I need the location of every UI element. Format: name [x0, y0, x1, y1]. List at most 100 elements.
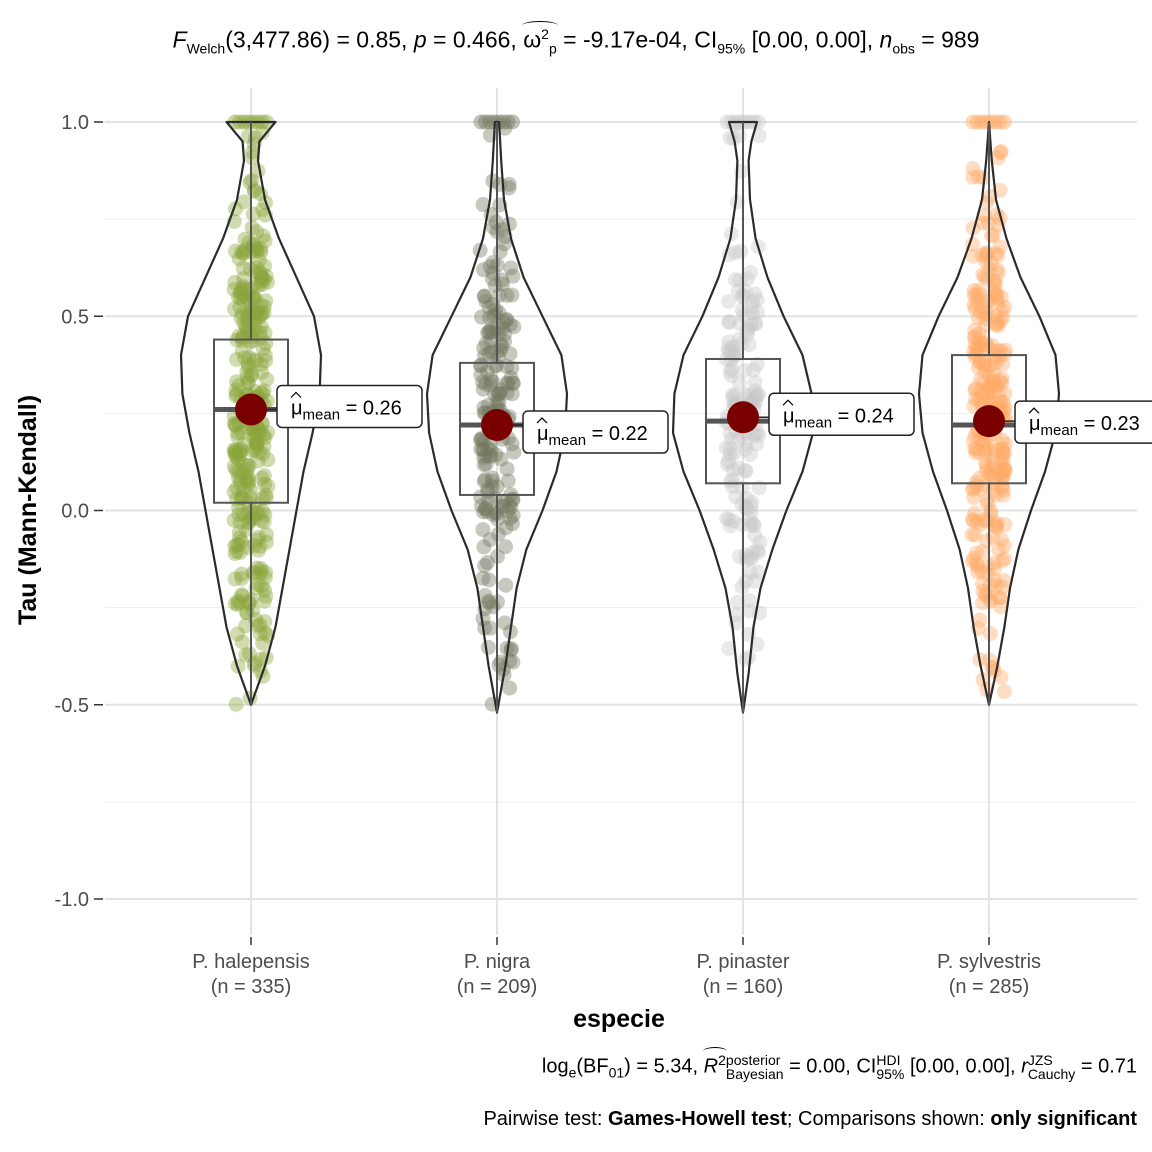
data-point: [235, 246, 251, 262]
data-point: [505, 375, 521, 391]
y-tick-label: 0.5: [61, 306, 89, 328]
data-point: [978, 458, 994, 474]
data-point: [742, 603, 758, 619]
data-point: [975, 583, 991, 599]
data-point: [238, 647, 254, 663]
data-point: [475, 441, 491, 457]
data-point: [491, 657, 507, 673]
data-point: [473, 367, 489, 383]
f-subscript: Welch: [186, 40, 226, 57]
data-point: [475, 504, 491, 520]
data-point: [240, 474, 256, 490]
data-point: [966, 490, 982, 506]
data-point: [966, 480, 982, 496]
data-point: [254, 306, 270, 322]
data-point: [482, 377, 498, 393]
data-point: [988, 520, 1004, 536]
data-point: [254, 470, 270, 486]
data-point: [257, 507, 273, 523]
data-point: [229, 491, 245, 507]
data-point: [484, 473, 500, 489]
data-point: [970, 114, 985, 130]
data-point: [741, 388, 757, 404]
data-point: [993, 289, 1009, 305]
data-point: [732, 375, 748, 391]
data-point: [981, 386, 997, 402]
data-point: [234, 343, 250, 359]
data-point: [983, 467, 999, 483]
data-point: [982, 593, 998, 609]
f-args: (3,477.86) = 0.85,: [225, 26, 414, 53]
data-point: [479, 504, 495, 520]
data-point: [989, 515, 1005, 531]
data-point: [485, 308, 501, 324]
data-point: [487, 277, 503, 293]
data-point: [253, 424, 269, 440]
data-point: [483, 321, 499, 337]
data-point: [499, 287, 515, 303]
data-point: [505, 654, 521, 670]
data-point: [226, 512, 242, 528]
data-point: [475, 374, 491, 390]
data-point: [976, 358, 992, 374]
data-point: [497, 229, 513, 245]
data-point: [997, 445, 1013, 461]
data-point: [983, 503, 999, 519]
data-point: [257, 233, 273, 249]
data-point: [477, 558, 493, 574]
data-point: [259, 371, 275, 387]
data-point: [965, 169, 981, 185]
data-point: [235, 260, 251, 276]
data-point: [744, 305, 760, 321]
data-point: [256, 299, 272, 315]
data-point: [982, 466, 998, 482]
ci-subscript: 95%: [717, 40, 746, 57]
data-point: [491, 305, 507, 321]
data-point: [741, 649, 757, 665]
data-point: [232, 472, 248, 488]
data-point: [235, 456, 251, 472]
data-point: [975, 215, 991, 231]
data-point: [968, 445, 984, 461]
data-point: [249, 240, 265, 256]
data-point: [252, 617, 268, 633]
data-point: [241, 514, 257, 530]
data-point: [975, 595, 991, 611]
bayes-caption: loge(BF01) = 5.34, R2posterior Bayesian =…: [541, 1047, 1137, 1082]
data-point: [968, 474, 984, 490]
data-point: [982, 626, 998, 642]
data-point: [231, 251, 247, 267]
data-point: [749, 292, 765, 308]
data-point: [970, 169, 986, 185]
data-point: [499, 375, 515, 391]
data-point: [240, 469, 256, 485]
data-point: [482, 447, 498, 463]
data-point: [990, 295, 1006, 311]
data-point: [722, 363, 738, 379]
data-point: [474, 498, 490, 514]
data-point: [499, 312, 515, 328]
data-point: [252, 538, 268, 554]
data-point: [981, 379, 997, 395]
data-point: [250, 542, 266, 558]
data-point: [483, 442, 499, 458]
data-point: [249, 435, 265, 451]
data-point: [256, 468, 272, 484]
data-point: [997, 436, 1013, 452]
data-point: [236, 280, 252, 296]
data-point: [752, 534, 768, 550]
data-point: [492, 385, 508, 401]
data-point: [987, 516, 1003, 532]
data-point: [484, 470, 500, 486]
data-point: [255, 340, 271, 356]
data-point: [245, 305, 261, 321]
data-point: [749, 542, 765, 558]
data-point: [489, 479, 505, 495]
data-point: [989, 262, 1005, 278]
data-point: [238, 618, 254, 634]
data-point: [980, 271, 996, 287]
data-point: [499, 461, 515, 477]
data-point: [719, 456, 735, 472]
data-point: [504, 360, 520, 376]
data-point: [969, 295, 985, 311]
